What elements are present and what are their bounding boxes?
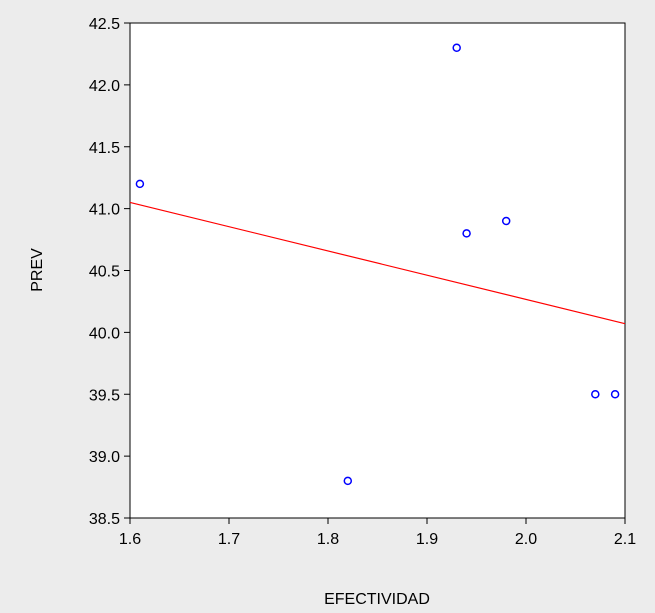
x-tick-label: 1.8 [317,531,339,548]
regression-line [129,201,626,325]
data-point [462,229,471,238]
plot-area [129,22,626,519]
y-axis-title: PREV [29,248,46,292]
data-point [135,179,145,189]
x-axis: 1.6 1.7 1.8 1.9 2.0 2.1 [119,518,636,548]
y-tick-label: 42.5 [89,16,120,33]
x-tick-label: 1.7 [218,531,240,548]
data-point [501,216,511,226]
data-point [610,390,620,399]
y-tick-label: 42.0 [89,78,120,95]
data-point [452,43,461,52]
x-tick-label: 2.1 [614,531,636,548]
y-tick-label: 41.5 [89,140,120,157]
data-point [591,390,600,399]
y-tick-label: 39.5 [89,387,120,404]
y-tick-label: 40.5 [89,264,120,281]
y-tick-label: 41.0 [89,202,120,219]
y-tick-label: 39.0 [89,449,120,466]
y-axis: 38.5 39.0 39.5 40.0 40.5 41.0 41.5 42.0 42.5 [89,16,130,528]
y-tick-label: 38.5 [89,511,120,528]
x-tick-label: 2.0 [515,531,537,548]
x-tick-label: 1.6 [119,531,141,548]
x-tick-label: 1.9 [416,531,438,548]
y-tick-label: 40.0 [89,325,120,342]
data-point [343,476,353,486]
points-group [135,43,620,486]
x-axis-title: EFECTIVIDAD [324,591,430,608]
fit-line-group [129,201,626,325]
